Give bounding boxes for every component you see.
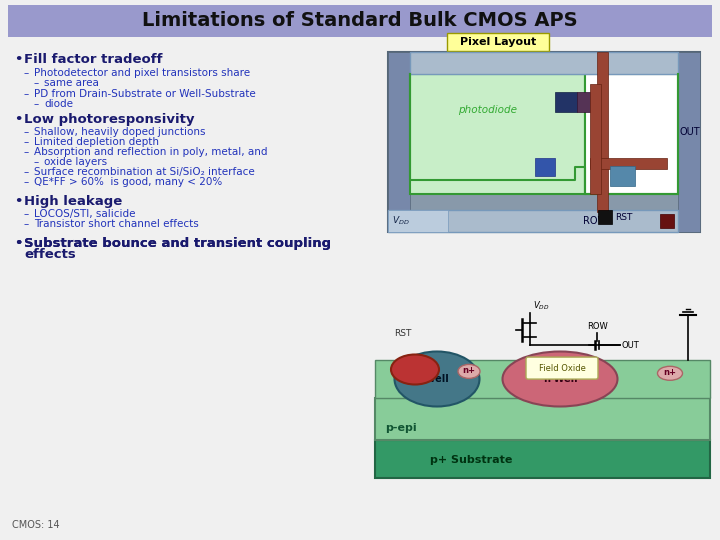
Bar [590, 158, 667, 169]
Bar [375, 398, 710, 440]
Bar [388, 52, 700, 232]
FancyBboxPatch shape [526, 357, 598, 379]
Text: Photodetector and pixel transistors share: Photodetector and pixel transistors shar… [34, 68, 250, 78]
Text: p+ Substrate: p+ Substrate [430, 455, 513, 465]
Text: $V_{DD}$: $V_{DD}$ [392, 215, 410, 227]
Text: Pixel Layout: Pixel Layout [460, 37, 536, 47]
Text: Transistor short channel effects: Transistor short channel effects [34, 219, 199, 229]
Bar [388, 52, 410, 212]
Text: –: – [24, 209, 30, 219]
Text: RST: RST [395, 329, 412, 338]
Text: Fill factor tradeoff: Fill factor tradeoff [24, 53, 163, 66]
Bar [535, 158, 555, 176]
Text: photodiode: photodiode [458, 105, 517, 115]
Bar [388, 210, 678, 232]
FancyBboxPatch shape [447, 33, 549, 51]
Text: Shallow, heavily doped junctions: Shallow, heavily doped junctions [34, 127, 205, 137]
Bar [375, 440, 710, 478]
Bar [410, 74, 585, 194]
Text: Low photoresponsivity: Low photoresponsivity [24, 113, 194, 126]
Ellipse shape [395, 352, 480, 407]
Ellipse shape [391, 354, 439, 384]
Text: n+: n+ [664, 368, 677, 377]
Text: Substrate bounce and transient coupling: Substrate bounce and transient coupling [24, 237, 331, 250]
Text: Surface recombination at Si/SiO₂ interface: Surface recombination at Si/SiO₂ interfa… [34, 167, 255, 177]
Text: •: • [14, 195, 22, 208]
Bar [375, 360, 710, 398]
Text: diode: diode [44, 99, 73, 109]
Text: –: – [24, 147, 30, 157]
Text: Field Oxide: Field Oxide [539, 363, 585, 373]
Text: OUT: OUT [680, 127, 701, 137]
Bar [388, 210, 448, 232]
Text: •: • [14, 237, 22, 250]
Bar [555, 92, 577, 112]
Text: •: • [14, 113, 22, 126]
Text: n-Well: n-Well [543, 374, 577, 384]
Text: n+: n+ [462, 366, 475, 375]
Text: oxide layers: oxide layers [44, 157, 107, 167]
Text: $V_{DD}$: $V_{DD}$ [533, 300, 549, 312]
Text: p-well: p-well [415, 374, 449, 384]
Bar [8, 5, 712, 37]
Bar [597, 52, 608, 212]
Bar [577, 92, 597, 112]
Text: LOCOS/STI, salicide: LOCOS/STI, salicide [34, 209, 135, 219]
Bar [410, 52, 678, 74]
Bar [590, 84, 601, 194]
Text: •: • [14, 237, 22, 250]
Ellipse shape [657, 366, 683, 380]
Text: –: – [34, 78, 40, 88]
Text: effects: effects [24, 248, 76, 261]
Text: High leakage: High leakage [24, 195, 122, 208]
Bar [585, 74, 678, 194]
Text: same area: same area [44, 78, 99, 88]
Text: –: – [24, 137, 30, 147]
Text: –: – [34, 99, 40, 109]
Text: CMOS: 14: CMOS: 14 [12, 520, 60, 530]
Text: p-epi: p-epi [385, 423, 417, 433]
Ellipse shape [458, 364, 480, 379]
Text: OUT: OUT [621, 341, 639, 349]
Text: Absorption and reflection in poly, metal, and: Absorption and reflection in poly, metal… [34, 147, 268, 157]
Text: QE*FF > 60%  is good, many < 20%: QE*FF > 60% is good, many < 20% [34, 177, 222, 187]
Ellipse shape [503, 352, 618, 407]
Text: Substrate bounce and transient coupling: Substrate bounce and transient coupling [24, 237, 331, 250]
Bar [678, 52, 700, 232]
Text: –: – [24, 127, 30, 137]
Text: PD from Drain-Substrate or Well-Substrate: PD from Drain-Substrate or Well-Substrat… [34, 89, 256, 99]
Text: –: – [24, 68, 30, 78]
Text: –: – [24, 177, 30, 187]
Text: Limited depletion depth: Limited depletion depth [34, 137, 159, 147]
Text: Limitations of Standard Bulk CMOS APS: Limitations of Standard Bulk CMOS APS [142, 11, 578, 30]
Bar [660, 214, 674, 228]
Text: –: – [24, 219, 30, 229]
Text: –: – [34, 157, 40, 167]
Bar [610, 166, 635, 186]
Text: ROW: ROW [587, 322, 608, 331]
Text: –: – [24, 167, 30, 177]
Text: ROW: ROW [583, 216, 607, 226]
Bar [598, 210, 612, 224]
Text: –: – [24, 89, 30, 99]
Text: RST: RST [615, 213, 632, 221]
Text: •: • [14, 53, 22, 66]
